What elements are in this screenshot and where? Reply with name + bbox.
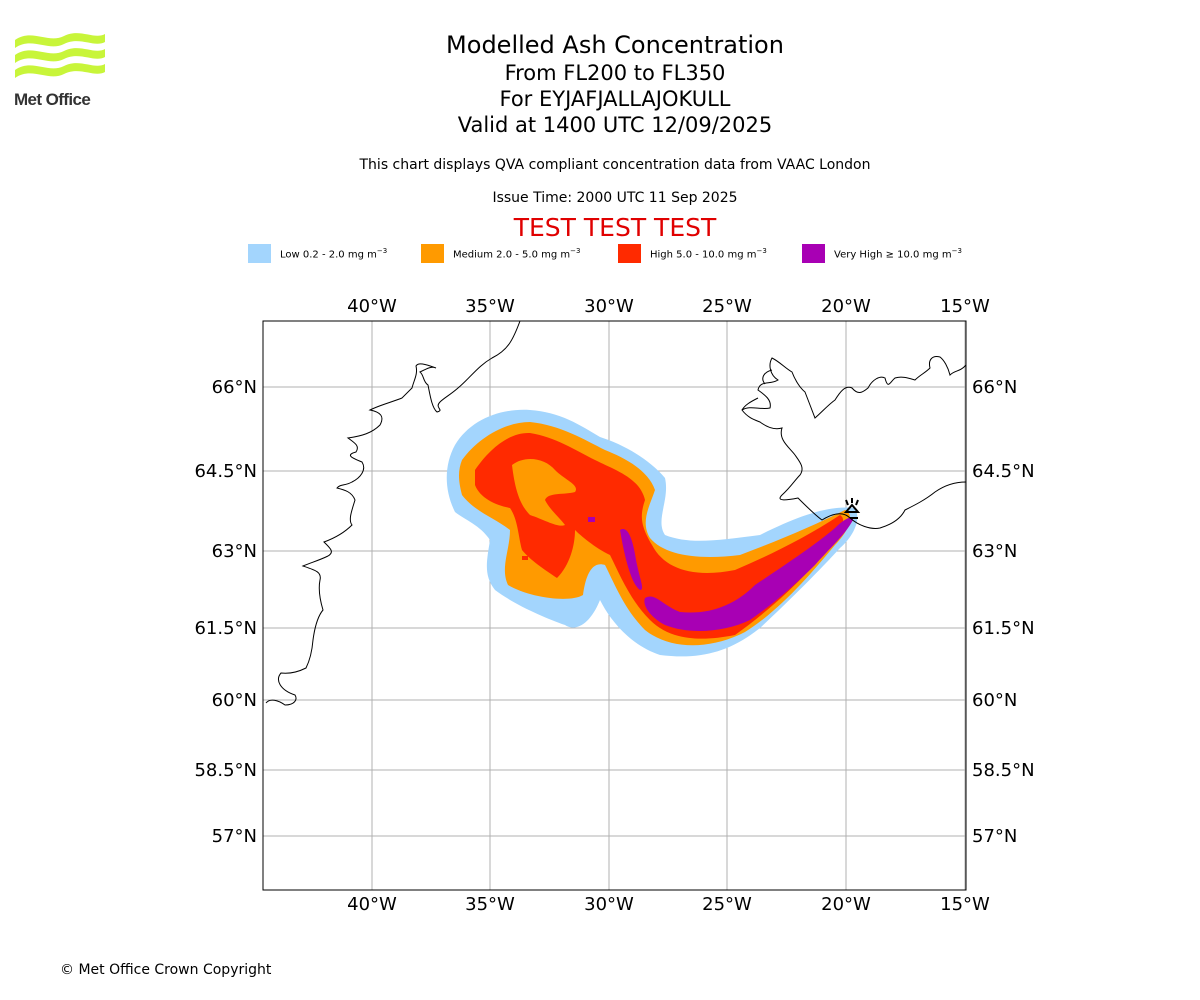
lon-label-top: 15°W bbox=[940, 296, 990, 317]
lat-label-left: 61.5°N bbox=[194, 618, 257, 639]
logo-text: Met Office bbox=[14, 90, 91, 109]
lon-label-bottom: 35°W bbox=[465, 894, 515, 915]
greenland-coast bbox=[265, 321, 521, 706]
lat-label-right: 63°N bbox=[972, 541, 1017, 562]
legend-label-medium: Medium 2.0 - 5.0 mg m bbox=[453, 249, 571, 261]
chart-volcano-name: For EYJAFJALLAJOKULL bbox=[499, 87, 731, 111]
met-office-logo: Met Office bbox=[14, 30, 108, 114]
ash-medium-core bbox=[512, 458, 576, 526]
lon-label-top: 40°W bbox=[347, 296, 397, 317]
chart-title-block: Modelled Ash Concentration From FL200 to… bbox=[340, 30, 890, 138]
map-frame bbox=[262, 320, 967, 891]
copyright: © Met Office Crown Copyright bbox=[60, 962, 272, 978]
lat-label-right: 61.5°N bbox=[972, 618, 1035, 639]
lat-label-right: 66°N bbox=[972, 377, 1017, 398]
chart-title: Modelled Ash Concentration bbox=[446, 31, 784, 59]
ash-very-high-area bbox=[620, 517, 853, 632]
lon-label-bottom: 30°W bbox=[584, 894, 634, 915]
chart-subtitle: This chart displays QVA compliant concen… bbox=[359, 157, 871, 173]
coastlines bbox=[265, 321, 966, 706]
lat-label-right: 60°N bbox=[972, 690, 1017, 711]
lat-label-left: 60°N bbox=[212, 690, 257, 711]
met-office-waves-icon bbox=[15, 33, 105, 78]
legend-swatch-high bbox=[618, 244, 641, 263]
iceland-coast bbox=[741, 356, 966, 529]
eyjafjallajokull-volcano-icon bbox=[843, 498, 861, 519]
test-banner: TEST TEST TEST bbox=[513, 213, 717, 242]
axis-labels: 40°W 40°W 35°W 35°W 30°W 30°W 25°W 25°W 20°W 20°W… bbox=[194, 296, 1034, 915]
lat-label-left: 58.5°N bbox=[194, 760, 257, 781]
legend-label-very-high: Very High ≥ 10.0 mg m bbox=[834, 249, 952, 261]
lon-label-bottom: 40°W bbox=[347, 894, 397, 915]
lat-label-right: 64.5°N bbox=[972, 461, 1035, 482]
lat-label-right: 58.5°N bbox=[972, 760, 1035, 781]
lon-label-top: 25°W bbox=[702, 296, 752, 317]
lon-label-top: 30°W bbox=[584, 296, 634, 317]
lon-label-bottom: 15°W bbox=[940, 894, 990, 915]
lon-label-top: 35°W bbox=[465, 296, 515, 317]
iceland-west-fjords bbox=[741, 369, 773, 411]
legend-swatch-medium bbox=[421, 244, 444, 263]
chart-valid-time: Valid at 1400 UTC 12/09/2025 bbox=[457, 113, 773, 137]
legend-swatch-low bbox=[248, 244, 271, 263]
lon-label-top: 20°W bbox=[821, 296, 871, 317]
ash-plume bbox=[446, 409, 858, 657]
chart-level-range: From FL200 to FL350 bbox=[504, 61, 726, 85]
issue-time: Issue Time: 2000 UTC 11 Sep 2025 bbox=[492, 190, 738, 206]
legend-swatch-very-high bbox=[802, 244, 825, 263]
lon-label-bottom: 20°W bbox=[821, 894, 871, 915]
lon-label-bottom: 25°W bbox=[702, 894, 752, 915]
ash-very-high-speck bbox=[588, 517, 595, 522]
lat-label-left: 66°N bbox=[212, 377, 257, 398]
lat-label-left: 57°N bbox=[212, 826, 257, 847]
lat-label-right: 57°N bbox=[972, 826, 1017, 847]
legend-label-high: High 5.0 - 10.0 mg m bbox=[650, 249, 757, 261]
lat-label-left: 64.5°N bbox=[194, 461, 257, 482]
legend-label-low: Low 0.2 - 2.0 mg m bbox=[280, 249, 377, 261]
ash-high-speck bbox=[522, 556, 528, 560]
lat-label-left: 63°N bbox=[212, 541, 257, 562]
